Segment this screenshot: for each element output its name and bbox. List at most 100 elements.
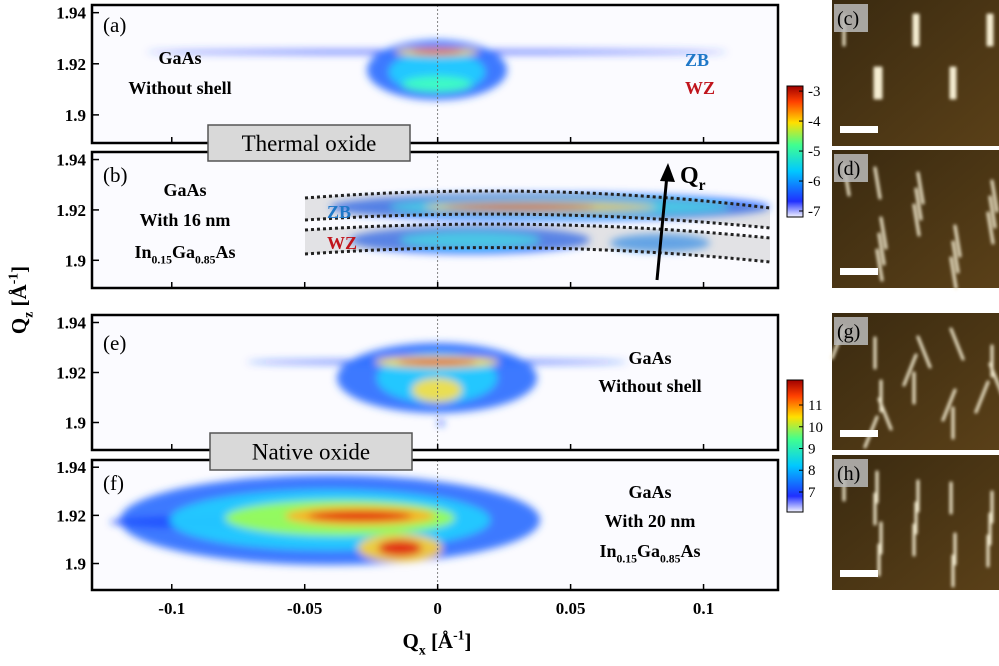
colorbar-tick-label: -4: [808, 114, 821, 130]
nanowire: [953, 224, 962, 258]
colorbar-tick-label: -7: [808, 204, 821, 220]
x-tick-label: -0.1: [158, 599, 185, 618]
oxide-box: [207, 124, 411, 162]
colorbar: [786, 379, 804, 513]
text-segment: z: [20, 312, 35, 318]
image-label-box: [834, 317, 868, 345]
nanowire: [986, 211, 995, 245]
y-tick-label: 1.9: [65, 555, 86, 574]
x-tick-label: 0.05: [556, 599, 586, 618]
image-label-box: [834, 459, 868, 487]
nanowires: [842, 163, 999, 290]
annotation: In0.15Ga0.85As: [135, 242, 236, 266]
colorbar-tick-label: 7: [808, 485, 816, 501]
y-tick-label: 1.92: [56, 55, 86, 74]
image-label: (d): [837, 158, 860, 180]
y-tick-label: 1.92: [56, 506, 86, 525]
plot-frame: [90, 313, 780, 452]
annotation: Without shell: [128, 78, 231, 98]
annotation: GaAs: [163, 180, 206, 200]
plot-frame: [90, 150, 780, 290]
y-tick-label: 1.9: [65, 106, 86, 125]
text-segment: Q: [7, 318, 31, 334]
x-tick-label: -0.05: [287, 599, 322, 618]
nanowire: [873, 166, 882, 200]
intensity-blob: [438, 420, 444, 426]
y-tick-label: 1.94: [56, 151, 86, 170]
intensity-blob: [402, 76, 472, 92]
nanowire: [877, 232, 886, 266]
scale-bar: [840, 126, 878, 133]
arrow-label: Qr: [680, 163, 706, 194]
nanowires: [830, 326, 999, 449]
band-edge: [304, 222, 771, 240]
scale-bar: [840, 268, 878, 275]
text-segment: With 16 nm: [140, 210, 231, 230]
panel-label: (b): [103, 163, 128, 187]
annotation: GaAs: [628, 348, 671, 368]
text-segment: Without shell: [598, 376, 701, 396]
text-segment: GaAs: [628, 482, 671, 502]
colorbar-tick-label: 11: [808, 398, 822, 414]
colorbar-tick-label: 9: [808, 442, 816, 458]
phase-label: WZ: [327, 233, 357, 253]
nanowire: [941, 388, 957, 422]
intensity-map: [247, 343, 627, 426]
nanowire: [990, 179, 999, 213]
nanowire: [949, 256, 958, 290]
intensity-map: [110, 475, 540, 565]
oxide-label: Native oxide: [252, 440, 370, 465]
image-label: (g): [837, 321, 860, 343]
text-segment: Without shell: [128, 78, 231, 98]
oxide-label: Thermal oxide: [242, 131, 377, 156]
panel-label: (e): [103, 331, 126, 355]
panel-label: (f): [103, 471, 124, 495]
annotation: In0.15Ga0.85As: [600, 541, 701, 565]
text-segment: With 20 nm: [605, 511, 696, 531]
image-label: (c): [837, 8, 859, 30]
nanowire: [912, 203, 921, 237]
nanowire: [875, 248, 884, 282]
text-segment: r: [699, 177, 706, 194]
annotation: GaAs: [628, 482, 671, 502]
text-segment: GaAs: [628, 348, 671, 368]
y-tick-label: 1.92: [56, 201, 86, 220]
text-segment: 0.85: [660, 552, 681, 565]
nanowire: [914, 187, 923, 221]
text-segment: -1: [453, 628, 465, 643]
nanowires: [842, 468, 994, 588]
text-segment: Ga: [637, 541, 660, 561]
image-label-box: [834, 4, 868, 32]
annotation: GaAs: [158, 48, 201, 68]
text-segment: Ga: [172, 242, 195, 262]
text-segment: GaAs: [158, 48, 201, 68]
intensity-blob: [445, 204, 595, 210]
y-tick-label: 1.9: [65, 251, 86, 270]
text-segment: ]: [464, 629, 471, 653]
annotation: With 20 nm: [605, 511, 696, 531]
text-segment: GaAs: [163, 180, 206, 200]
intensity-map: [330, 193, 770, 254]
band-fill: [305, 224, 770, 262]
nanowire: [988, 362, 999, 391]
annotation: With 16 nm: [140, 210, 231, 230]
y-tick-label: 1.92: [56, 364, 86, 383]
scale-bar: [840, 430, 878, 437]
image-label: (h): [837, 463, 860, 485]
text-segment: ]: [7, 266, 31, 273]
phase-label: ZB: [685, 50, 709, 70]
text-segment: 0.15: [617, 552, 638, 565]
x-tick-label: 0: [433, 599, 442, 618]
nanowire: [916, 335, 932, 369]
colorbar-tick-label: 10: [808, 420, 823, 436]
text-segment: [Å: [426, 629, 454, 653]
colorbar-tick-label: -5: [808, 144, 821, 160]
text-segment: Q: [680, 163, 699, 189]
qr-arrowhead: [660, 163, 675, 182]
intensity-blob: [397, 359, 477, 365]
nanowire: [951, 240, 960, 274]
colorbar-tick-label: -3: [808, 84, 821, 100]
panel-label: (a): [103, 13, 126, 37]
image-label-box: [834, 154, 868, 182]
